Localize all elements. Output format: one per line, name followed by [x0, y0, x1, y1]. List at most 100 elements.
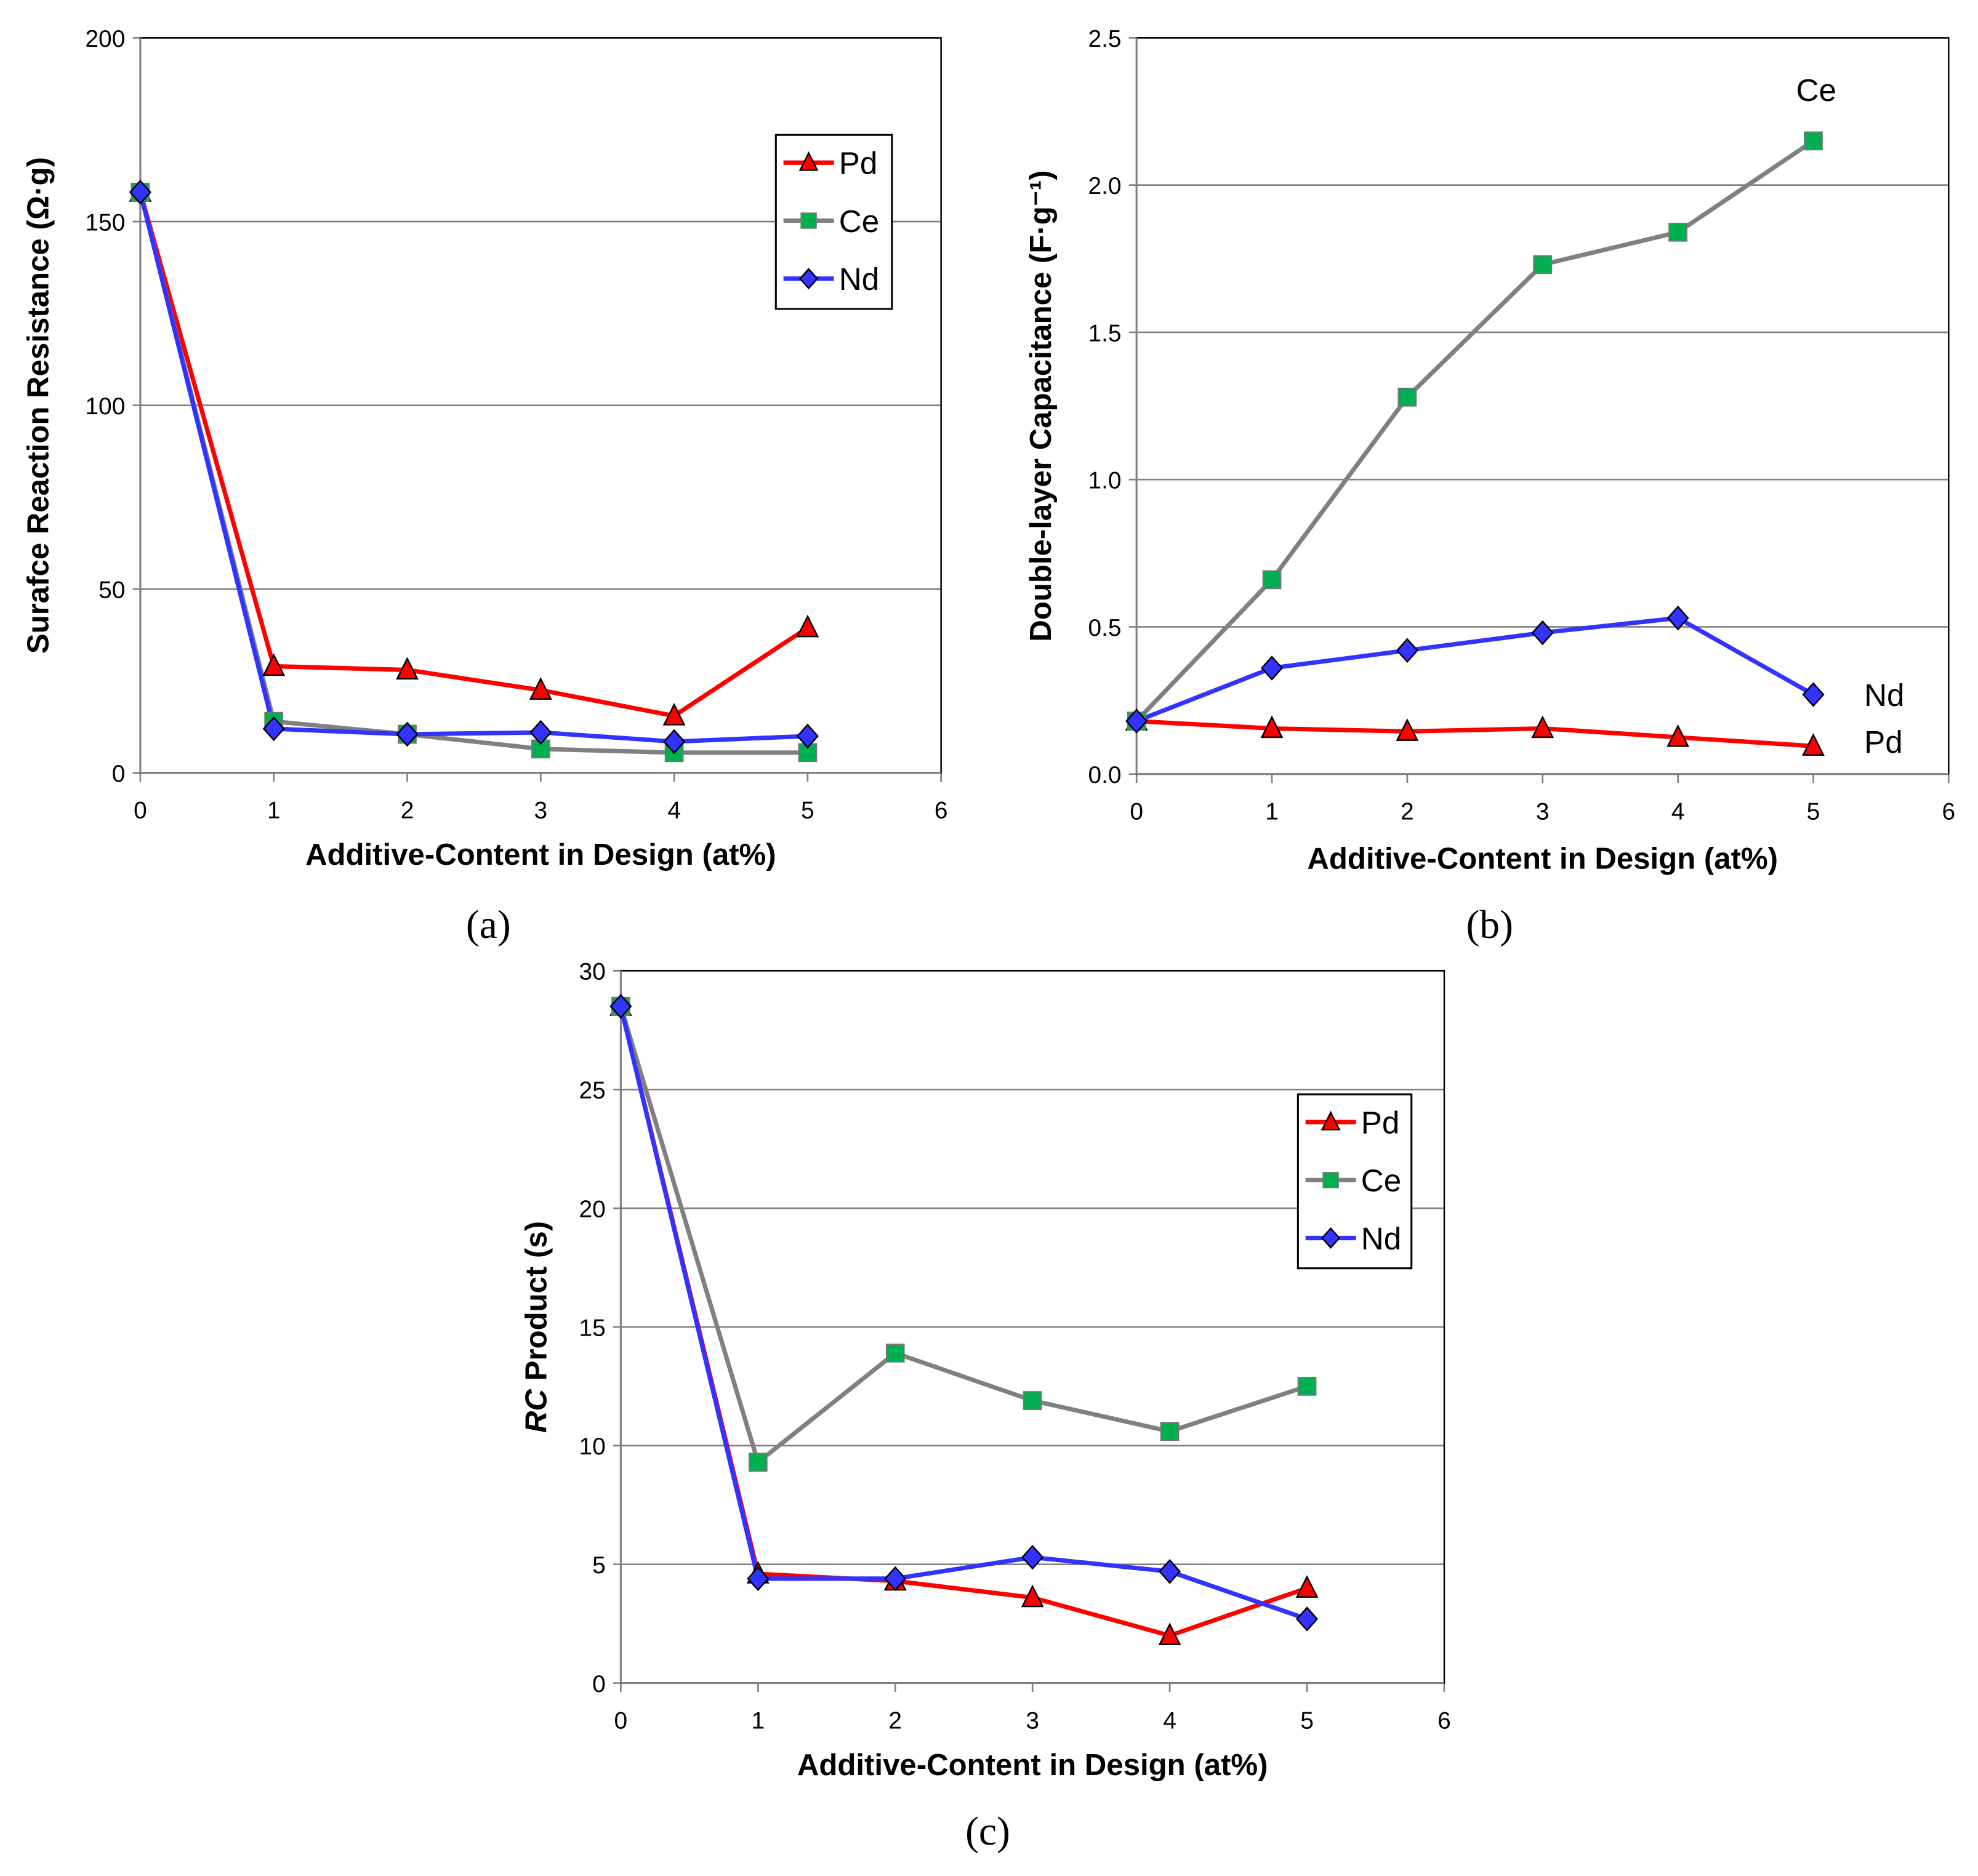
- legend-label-pd: Pd: [839, 146, 878, 181]
- series-line-pd: [618, 1006, 1308, 1638]
- marker-triangle-pd: [796, 614, 819, 638]
- marker-square-ce: [1533, 255, 1553, 275]
- x-tick-label: 4: [1163, 1707, 1176, 1734]
- y-axis-label-text: Surafce Reaction Resistance (Ω·g): [21, 157, 55, 654]
- y-axis-label-text: Product (s): [520, 1221, 553, 1389]
- series-line-ce: [1135, 138, 1815, 723]
- y-tick-label: 0.5: [1088, 615, 1121, 641]
- series-nd: [618, 1006, 1308, 1621]
- y-tick-label: 10: [579, 1433, 606, 1460]
- marker-diamond-nd: [884, 1566, 907, 1592]
- panel-label: (b): [1466, 903, 1513, 947]
- x-tick-label: 4: [667, 797, 681, 824]
- x-tick-label: 3: [1026, 1707, 1039, 1734]
- series-line-pd: [138, 191, 809, 718]
- marker-square-ce: [1160, 1422, 1180, 1441]
- marker-square-ce: [1668, 222, 1687, 242]
- series-line-pd: [1136, 718, 1814, 748]
- markers-nd: [1125, 605, 1825, 734]
- series-line-ce: [138, 191, 808, 755]
- x-tick-label: 5: [1300, 1707, 1314, 1734]
- series-nd: [138, 191, 808, 744]
- marker-diamond-nd: [1321, 1227, 1341, 1249]
- y-axis-label: Double-layer Capacitance (F·g⁻¹): [1024, 170, 1058, 642]
- marker-triangle-pd: [662, 702, 686, 726]
- x-axis-label: Additive-Content in Design (at%): [305, 838, 776, 872]
- marker-triangle-pd: [1666, 724, 1689, 747]
- markers-nd: [609, 993, 1319, 1632]
- marker-square-ce: [1804, 131, 1823, 151]
- x-tick-label: 0: [1130, 798, 1143, 825]
- y-tick-label: 150: [85, 209, 125, 236]
- y-tick-label: 5: [592, 1552, 606, 1579]
- series-line-nd: [138, 191, 808, 744]
- marker-triangle-pd: [262, 653, 286, 676]
- marker-square-ce: [1297, 1377, 1317, 1396]
- marker-triangle-pd: [798, 151, 819, 171]
- marker-triangle-pd: [1396, 718, 1419, 741]
- marker-diamond-nd: [129, 179, 151, 205]
- markers-ce: [131, 182, 818, 763]
- series-pd: [138, 191, 809, 718]
- y-tick-label: 0: [592, 1671, 606, 1698]
- marker-diamond-nd: [747, 1566, 770, 1592]
- marker-diamond-nd: [799, 268, 819, 290]
- y-tick-label: 15: [579, 1315, 606, 1341]
- series-line-ce: [618, 1006, 1308, 1465]
- x-tick-label: 6: [1437, 1707, 1451, 1734]
- panel-label: (a): [466, 903, 511, 947]
- marker-triangle-pd: [396, 657, 419, 680]
- y-axis-label-italic: RC: [520, 1388, 553, 1432]
- series-ce: [1135, 138, 1815, 723]
- plot-area: [1135, 37, 1950, 775]
- x-tick-label: 1: [267, 797, 281, 824]
- series-ce: [618, 1006, 1308, 1465]
- series-end-label-pd: Pd: [1864, 724, 1903, 760]
- x-tick-label: 3: [534, 797, 547, 824]
- marker-triangle-pd: [1802, 733, 1825, 756]
- legend-label-nd: Nd: [1361, 1221, 1401, 1256]
- marker-square-ce: [885, 1344, 905, 1363]
- x-tick-label: 2: [888, 1707, 902, 1734]
- marker-diamond-nd: [609, 993, 632, 1019]
- marker-triangle-pd: [1321, 1110, 1341, 1131]
- chart-c: 0 5 10 15 20 25 30 0 1 2 3 4 5 6 Additive-Content in D…: [520, 959, 1451, 1854]
- x-axis-label: Additive-Content in Design (at%): [797, 1748, 1268, 1782]
- marker-square-ce: [800, 212, 817, 229]
- marker-diamond-nd: [1531, 620, 1554, 646]
- marker-triangle-pd: [1021, 1584, 1044, 1608]
- x-tick-label: 6: [1942, 798, 1956, 825]
- series-end-label-ce: Ce: [1796, 73, 1836, 108]
- marker-triangle-pd: [1158, 1622, 1181, 1646]
- marker-diamond-nd: [529, 720, 552, 745]
- series-end-label-nd: Nd: [1864, 678, 1904, 713]
- x-tick-label: 6: [935, 797, 948, 824]
- markers-nd: [129, 179, 819, 755]
- y-tick-label: 100: [85, 393, 125, 420]
- marker-diamond-nd: [663, 729, 686, 755]
- y-tick-label: 50: [98, 577, 125, 603]
- series-nd: [1135, 615, 1815, 723]
- y-tick-label: 2.5: [1088, 26, 1121, 52]
- marker-triangle-pd: [529, 677, 552, 700]
- marker-triangle-pd: [1531, 715, 1554, 739]
- chart-b: 0.0 0.5 1.0 1.5 2.0 2.5 0 1 2 3 4 5 6 Additive-Conten…: [1024, 26, 1955, 947]
- marker-diamond-nd: [1125, 708, 1148, 734]
- marker-triangle-pd: [1260, 715, 1284, 739]
- marker-diamond-nd: [396, 721, 419, 747]
- marker-diamond-nd: [1260, 655, 1284, 681]
- marker-diamond-nd: [1021, 1544, 1044, 1570]
- x-tick-label: 1: [1265, 798, 1279, 825]
- y-tick-label: 200: [85, 26, 125, 52]
- marker-square-ce: [1397, 387, 1417, 407]
- marker-diamond-nd: [1802, 682, 1825, 707]
- y-axis-label: RC Product (s): [520, 1221, 553, 1433]
- series-line-nd: [618, 1006, 1308, 1621]
- marker-diamond-nd: [1159, 1558, 1181, 1584]
- x-axis-label: Additive-Content in Design (at%): [1307, 841, 1778, 875]
- x-tick-label: 1: [751, 1707, 765, 1734]
- x-tick-label: 4: [1671, 798, 1685, 825]
- x-tick-label: 0: [614, 1707, 628, 1734]
- y-axis-label-text: Double-layer Capacitance (F·g⁻¹): [1024, 170, 1058, 642]
